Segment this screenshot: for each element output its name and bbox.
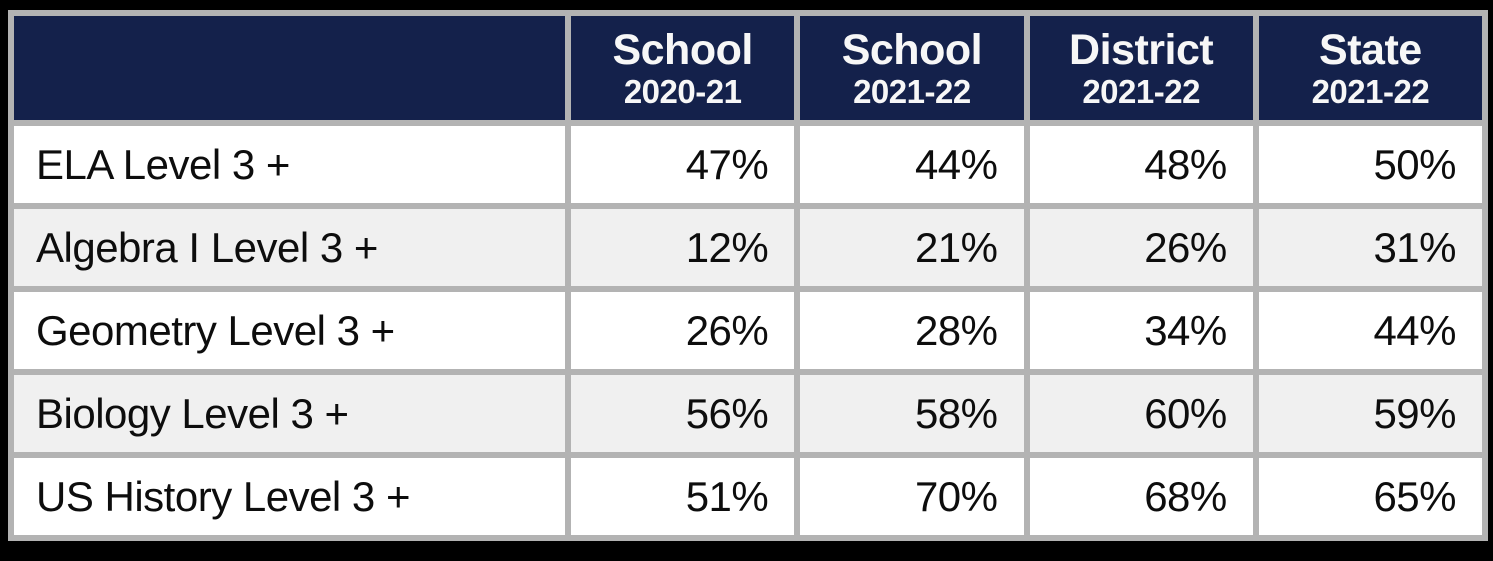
header-corner-cell — [14, 16, 565, 120]
header-col-school-2021-22: School 2021-22 — [800, 16, 1024, 120]
cell-ela-state-2021-22: 50% — [1258, 126, 1482, 203]
cell-ela-school-2021-22: 44% — [800, 126, 1024, 203]
column-label: District — [1069, 25, 1214, 74]
column-sublabel: 2021-22 — [1082, 72, 1200, 110]
row-label-biology: Biology Level 3 + — [14, 375, 565, 452]
column-sublabel: 2021-22 — [1311, 72, 1430, 110]
column-sublabel: 2021-22 — [853, 72, 971, 110]
row-label-algebra-1: Algebra I Level 3 + — [14, 209, 565, 286]
cell-ela-district-2021-22: 48% — [1029, 126, 1253, 203]
cell-geometry-state-2021-22: 44% — [1258, 292, 1482, 369]
row-label-ela: ELA Level 3 + — [14, 126, 565, 203]
cell-us-history-district-2021-22: 68% — [1029, 458, 1253, 535]
table-grid: School 2020-21 School 2021-22 District 2… — [14, 16, 1482, 535]
assessment-proficiency-table: School 2020-21 School 2021-22 District 2… — [8, 10, 1488, 541]
cell-geometry-school-2021-22: 28% — [800, 292, 1024, 369]
cell-algebra-school-2021-22: 21% — [800, 209, 1024, 286]
cell-algebra-state-2021-22: 31% — [1258, 209, 1482, 286]
cell-biology-state-2021-22: 59% — [1258, 375, 1482, 452]
cell-geometry-district-2021-22: 34% — [1029, 292, 1253, 369]
row-label-us-history: US History Level 3 + — [14, 458, 565, 535]
header-col-state-2021-22: State 2021-22 — [1258, 16, 1482, 120]
header-col-school-2020-21: School 2020-21 — [571, 16, 795, 120]
cell-us-history-state-2021-22: 65% — [1258, 458, 1482, 535]
cell-ela-school-2020-21: 47% — [571, 126, 795, 203]
column-sublabel: 2020-21 — [623, 72, 742, 110]
header-col-district-2021-22: District 2021-22 — [1029, 16, 1253, 120]
cell-us-history-school-2020-21: 51% — [571, 458, 795, 535]
cell-algebra-district-2021-22: 26% — [1029, 209, 1253, 286]
cell-biology-school-2021-22: 58% — [800, 375, 1024, 452]
column-label: State — [1319, 25, 1422, 74]
cell-biology-school-2020-21: 56% — [571, 375, 795, 452]
column-label: School — [841, 25, 983, 74]
column-label: School — [612, 25, 753, 74]
cell-us-history-school-2021-22: 70% — [800, 458, 1024, 535]
cell-biology-district-2021-22: 60% — [1029, 375, 1253, 452]
cell-algebra-school-2020-21: 12% — [571, 209, 795, 286]
cell-geometry-school-2020-21: 26% — [571, 292, 795, 369]
row-label-geometry: Geometry Level 3 + — [14, 292, 565, 369]
